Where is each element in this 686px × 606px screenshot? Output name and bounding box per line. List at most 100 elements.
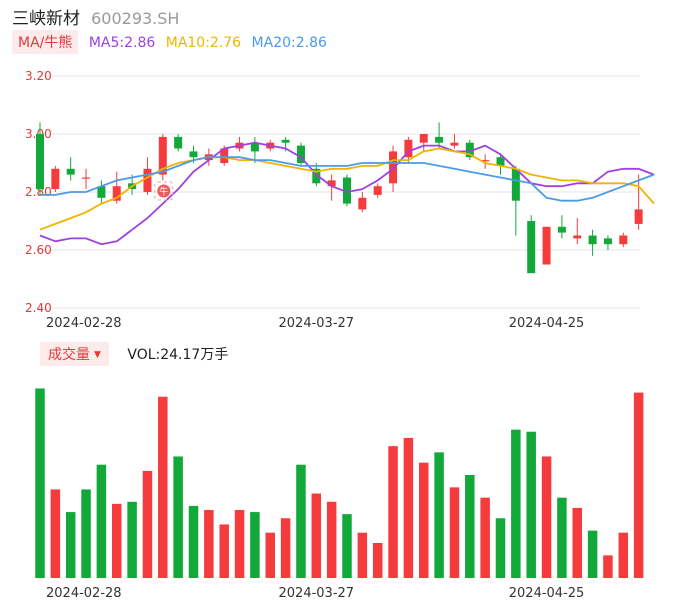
volume-x-tick-label: 2024-04-25 (509, 586, 585, 601)
volume-bar (587, 530, 598, 578)
ma5-legend: MA5:2.86 (88, 35, 156, 51)
volume-bar (403, 437, 414, 578)
volume-bar (250, 512, 260, 578)
volume-bar (188, 505, 199, 578)
volume-bar (234, 510, 245, 578)
volume-bar (342, 514, 352, 578)
volume-bar (158, 396, 168, 578)
candle-body (343, 177, 351, 204)
volume-x-tick-label: 2024-02-28 (46, 586, 122, 601)
candle-body (542, 226, 551, 265)
y-tick-label: 3.20 (25, 69, 52, 83)
volume-bar (142, 470, 153, 578)
candle-body (619, 235, 628, 245)
candle-body (419, 134, 428, 143)
candle-body (557, 226, 566, 233)
volume-bar (603, 555, 613, 578)
candle-body (358, 197, 367, 210)
volume-bar (81, 489, 91, 578)
volume-bar (388, 446, 398, 578)
volume-indicator-label: 成交量 (48, 347, 90, 363)
candle-body (296, 145, 305, 163)
ma5-line (39, 141, 655, 246)
stock-name: 三峡新材 (12, 9, 80, 29)
ma10-line (39, 147, 655, 231)
volume-bar (280, 518, 291, 578)
candle-body (250, 142, 259, 152)
volume-bar (96, 464, 107, 578)
ma10-legend: MA10:2.76 (165, 35, 242, 51)
volume-bar (311, 493, 322, 578)
candle-body (281, 139, 290, 143)
volume-value: VOL:24.17万手 (127, 347, 229, 363)
candle-body (112, 186, 121, 201)
ma-legend: MA/牛熊 MA5:2.86 MA10:2.76 MA20:2.86 (12, 30, 327, 54)
volume-bar (173, 456, 183, 578)
candle-body (527, 221, 536, 274)
volume-bar (526, 431, 536, 578)
candle-body (373, 186, 382, 195)
candle-body (51, 168, 60, 190)
candle-body (143, 168, 152, 192)
bull-marker-icon: 牛 (154, 181, 174, 201)
x-tick-label: 2024-04-25 (509, 316, 585, 331)
volume-bar (219, 524, 229, 578)
volume-bar (112, 503, 122, 578)
volume-bar (35, 388, 45, 578)
volume-bar (127, 501, 137, 578)
candle-body (82, 177, 91, 179)
volume-bar (541, 456, 552, 578)
y-tick-label: 2.60 (25, 243, 52, 257)
volume-bar (326, 501, 337, 578)
caret-down-icon: ▼ (94, 350, 101, 360)
candle-body (97, 186, 106, 198)
y-tick-label: 2.40 (25, 301, 52, 315)
volume-x-tick-label: 2024-03-27 (279, 586, 355, 601)
candle-body (174, 136, 183, 149)
candle-body (511, 168, 520, 201)
candle-body (327, 180, 336, 187)
bull-marker-label: 牛 (159, 186, 168, 198)
ma20-legend: MA20:2.86 (251, 35, 327, 51)
volume-bar (434, 452, 444, 578)
bull-marker-dot (157, 184, 171, 198)
volume-bar (465, 475, 475, 578)
volume-bar (572, 507, 582, 578)
candle-body (588, 235, 597, 245)
candle-body (481, 160, 490, 162)
candle-body (158, 136, 167, 175)
candle-body (189, 151, 198, 158)
candle-body (220, 148, 229, 163)
candle-body (573, 235, 582, 239)
volume-bar (618, 532, 629, 578)
volume-bar (372, 542, 383, 578)
volume-bar (495, 518, 506, 578)
stock-header: 三峡新材 600293.SH (12, 4, 180, 29)
candle-body (312, 168, 321, 184)
candle-body (389, 151, 398, 184)
volume-legend: 成交量 ▼ VOL:24.17万手 (40, 342, 229, 366)
volume-bar (449, 487, 460, 578)
x-tick-label: 2024-02-28 (46, 316, 122, 331)
candle-body (465, 142, 474, 158)
volume-bar (357, 532, 368, 578)
stock-code: 600293.SH (91, 9, 180, 28)
candle-body (66, 168, 75, 175)
volume-indicator-toggle[interactable]: 成交量 ▼ (40, 342, 109, 366)
volume-bar (265, 532, 275, 578)
ma-indicator-toggle[interactable]: MA/牛熊 (12, 30, 79, 54)
candle-body (603, 238, 612, 245)
candle-body (435, 136, 444, 143)
volume-bar (511, 429, 521, 578)
volume-bar (50, 489, 61, 578)
candle-body (450, 142, 459, 146)
candle-body (404, 139, 413, 158)
volume-bar (557, 497, 567, 578)
ma20-line (40, 156, 655, 202)
x-tick-label: 2024-03-27 (279, 316, 355, 331)
volume-bar (419, 462, 429, 578)
bull-marker-frame (154, 181, 174, 201)
candle-body (634, 209, 643, 224)
volume-bar (296, 464, 306, 578)
